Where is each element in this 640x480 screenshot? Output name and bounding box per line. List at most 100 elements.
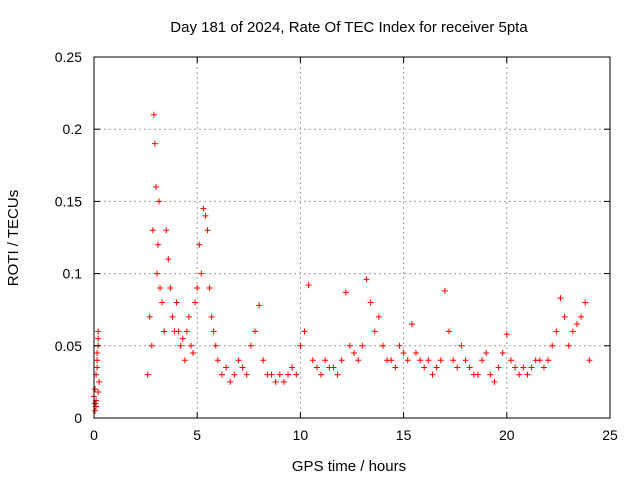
data-point	[157, 285, 164, 292]
data-point	[152, 183, 159, 190]
data-point	[173, 299, 180, 306]
plot-frame	[93, 56, 611, 419]
data-point	[334, 371, 341, 378]
data-point	[148, 342, 155, 349]
data-point	[388, 357, 395, 364]
y-axis-label: ROTI / TECUs	[5, 190, 22, 286]
data-point	[192, 299, 199, 306]
data-point	[425, 357, 432, 364]
data-point	[150, 111, 157, 118]
data-point	[212, 342, 219, 349]
data-point	[167, 285, 174, 292]
data-point	[392, 364, 399, 371]
data-point	[169, 313, 176, 320]
data-point	[499, 350, 506, 357]
data-point	[578, 313, 585, 320]
data-point	[408, 321, 415, 328]
data-point	[524, 371, 531, 378]
data-point	[367, 299, 374, 306]
data-point	[200, 205, 207, 212]
data-point	[149, 227, 156, 234]
data-point	[371, 328, 378, 335]
tick-labels: 0 5 10 15 20 25 0 0.05 0.1 0.15 0.2 0.25	[55, 49, 618, 443]
data-points	[91, 111, 593, 414]
data-point	[256, 302, 263, 309]
data-point	[479, 357, 486, 364]
data-point	[516, 371, 523, 378]
data-point	[536, 357, 543, 364]
data-point	[483, 350, 490, 357]
data-point	[429, 371, 436, 378]
data-point	[95, 389, 102, 396]
data-point	[293, 371, 300, 378]
data-point	[507, 357, 514, 364]
data-point	[208, 313, 215, 320]
data-point	[153, 270, 160, 277]
data-point	[175, 328, 182, 335]
data-point	[94, 350, 101, 357]
data-point	[204, 227, 211, 234]
data-point	[218, 371, 225, 378]
data-point	[503, 331, 510, 338]
data-point	[190, 350, 197, 357]
data-point	[161, 328, 168, 335]
data-point	[177, 342, 184, 349]
x-tick-label: 10	[293, 427, 309, 443]
y-tick-label: 0.1	[63, 266, 83, 282]
data-point	[565, 342, 572, 349]
data-point	[491, 378, 498, 385]
data-point	[586, 357, 593, 364]
data-point	[92, 407, 99, 414]
data-point	[545, 357, 552, 364]
y-tick-label: 0.05	[55, 338, 82, 354]
data-point	[346, 342, 353, 349]
data-point	[96, 378, 103, 385]
data-point	[342, 289, 349, 296]
x-tick-label: 20	[499, 427, 515, 443]
y-tick-label: 0.15	[55, 193, 82, 209]
data-point	[454, 364, 461, 371]
data-point	[289, 364, 296, 371]
data-point	[146, 313, 153, 320]
x-axis-label: GPS time / hours	[292, 458, 406, 475]
data-point	[272, 378, 279, 385]
x-tick-label: 15	[396, 427, 412, 443]
data-point	[322, 357, 329, 364]
data-point	[210, 328, 217, 335]
data-point	[330, 364, 337, 371]
data-point	[154, 241, 161, 248]
data-point	[412, 350, 419, 357]
data-point	[466, 364, 473, 371]
data-point	[569, 328, 576, 335]
data-point	[235, 357, 242, 364]
data-point	[404, 357, 411, 364]
data-point	[94, 364, 101, 371]
data-point	[400, 350, 407, 357]
data-point	[231, 371, 238, 378]
x-tick-label: 25	[602, 427, 618, 443]
data-point	[363, 276, 370, 283]
data-point	[433, 364, 440, 371]
data-point	[446, 328, 453, 335]
data-point	[268, 371, 275, 378]
data-point	[301, 328, 308, 335]
x-tick-label: 5	[193, 427, 201, 443]
data-point	[285, 371, 292, 378]
data-point	[437, 357, 444, 364]
data-point	[198, 270, 205, 277]
data-point	[309, 357, 316, 364]
y-tick-label: 0.25	[55, 49, 82, 65]
data-point	[351, 350, 358, 357]
data-point	[95, 328, 102, 335]
data-point	[396, 342, 403, 349]
y-tick-label: 0.2	[63, 121, 83, 137]
data-point	[528, 364, 535, 371]
data-point	[280, 378, 287, 385]
data-point	[239, 364, 246, 371]
data-point	[196, 241, 203, 248]
data-point	[520, 364, 527, 371]
data-point	[379, 342, 386, 349]
data-point	[151, 140, 158, 147]
data-point	[276, 371, 283, 378]
